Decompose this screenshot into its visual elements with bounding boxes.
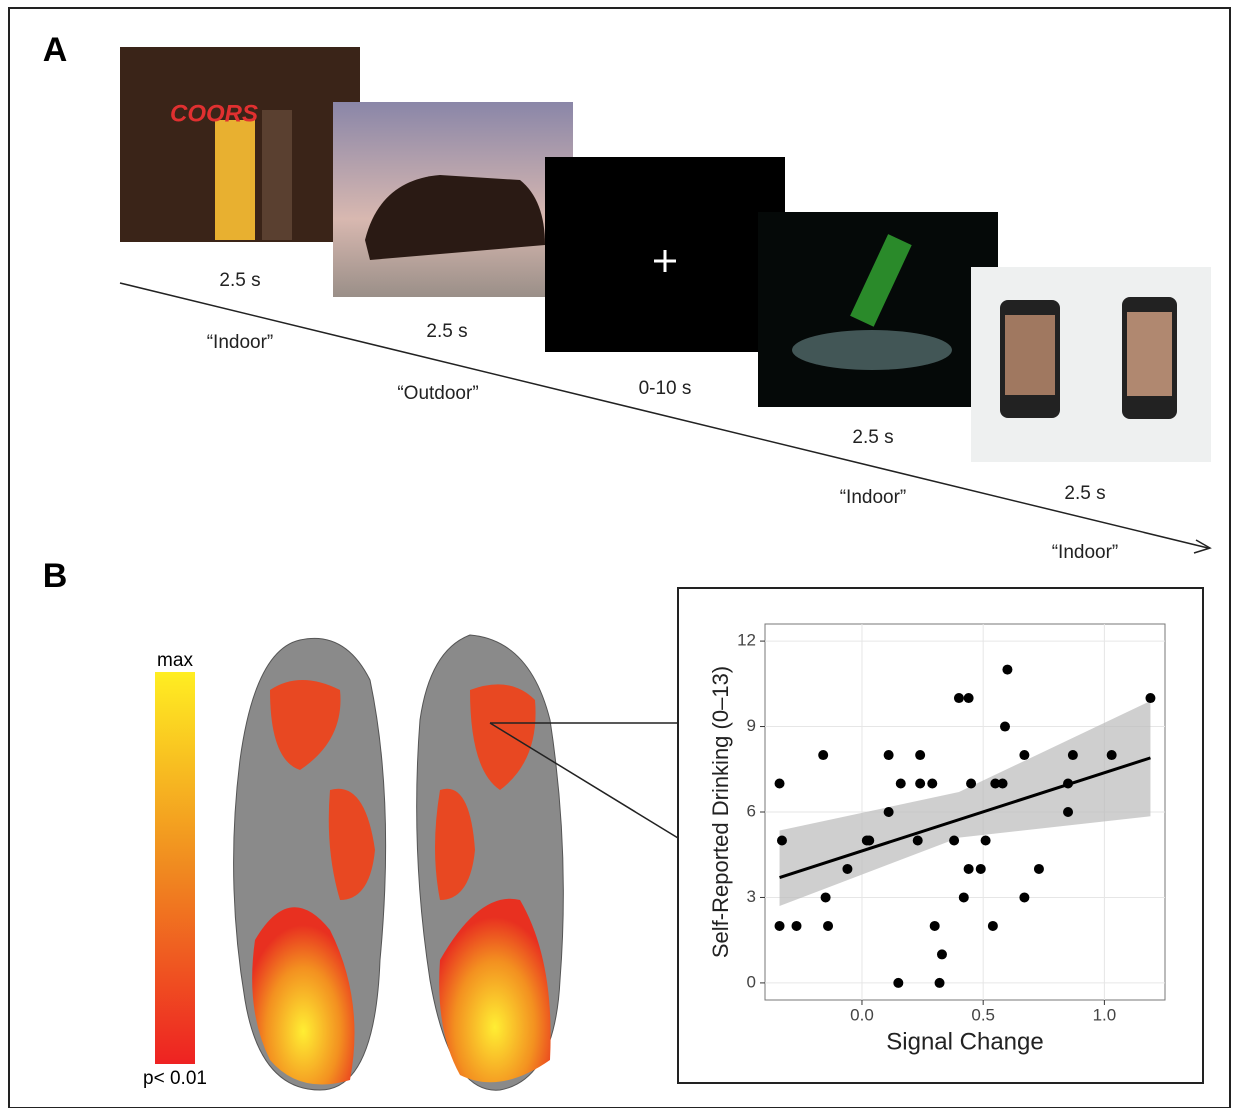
data-point (927, 779, 937, 789)
duration-label: 0-10 s (639, 378, 692, 399)
data-point (864, 835, 874, 845)
duration-label: 2.5 s (219, 270, 260, 291)
x-tick-label: 1.0 (1093, 1005, 1117, 1024)
data-point (1000, 722, 1010, 732)
data-point (959, 892, 969, 902)
data-point (930, 921, 940, 931)
data-point (913, 835, 923, 845)
data-point (842, 864, 852, 874)
y-axis-label: Self-Reported Drinking (0–13) (708, 666, 733, 958)
data-point (884, 750, 894, 760)
data-point (1063, 779, 1073, 789)
data-point (935, 978, 945, 988)
duration-label: 2.5 s (852, 427, 893, 448)
stimulus-bottle (758, 212, 998, 407)
data-point (966, 779, 976, 789)
brain (234, 635, 564, 1090)
data-point (915, 750, 925, 760)
data-point (1063, 807, 1073, 817)
svg-text:COORS: COORS (170, 100, 258, 127)
response-label: “Indoor” (207, 332, 274, 353)
data-point (976, 864, 986, 874)
data-point (915, 779, 925, 789)
data-point (775, 779, 785, 789)
data-point (1019, 750, 1029, 760)
panel-label: A (43, 31, 68, 69)
data-point (1002, 665, 1012, 675)
stimulus-fixation (545, 157, 785, 352)
response-label: “Indoor” (1052, 542, 1119, 563)
colorbar-label: p< 0.01 (143, 1068, 207, 1089)
stimulus-car (333, 102, 573, 297)
duration-label: 2.5 s (1064, 483, 1105, 504)
x-axis-label: Signal Change (886, 1028, 1043, 1055)
stimulus-beer-ad: COORS (120, 47, 360, 242)
data-point (893, 978, 903, 988)
data-point (1019, 892, 1029, 902)
stimulus-phones (971, 267, 1211, 462)
y-tick-label: 3 (747, 887, 756, 906)
y-tick-label: 12 (737, 631, 756, 650)
data-point (949, 835, 959, 845)
data-point (792, 921, 802, 931)
data-point (1145, 693, 1155, 703)
data-point (988, 921, 998, 931)
data-point (1034, 864, 1044, 874)
data-point (964, 864, 974, 874)
y-tick-label: 0 (747, 972, 756, 991)
data-point (964, 693, 974, 703)
data-point (823, 921, 833, 931)
y-tick-label: 6 (747, 801, 756, 820)
figure: A B COORS 2.5 s “Indoor” 2.5 s “Outdoor” 0-1… (0, 0, 1238, 1108)
data-point (981, 835, 991, 845)
data-point (896, 779, 906, 789)
x-tick-label: 0.5 (971, 1005, 995, 1024)
colorbar-label: max (157, 650, 193, 671)
data-point (954, 693, 964, 703)
response-label: “Indoor” (840, 487, 907, 508)
data-point (818, 750, 828, 760)
data-point (998, 779, 1008, 789)
data-point (775, 921, 785, 931)
x-tick-label: 0.0 (850, 1005, 874, 1024)
data-point (777, 835, 787, 845)
response-label: “Outdoor” (397, 383, 478, 404)
duration-label: 2.5 s (426, 321, 467, 342)
data-point (1068, 750, 1078, 760)
colorbar (155, 672, 195, 1064)
data-point (821, 892, 831, 902)
panel-label: B (43, 557, 68, 595)
y-tick-label: 9 (747, 716, 756, 735)
data-point (884, 807, 894, 817)
data-point (937, 949, 947, 959)
data-point (1107, 750, 1117, 760)
